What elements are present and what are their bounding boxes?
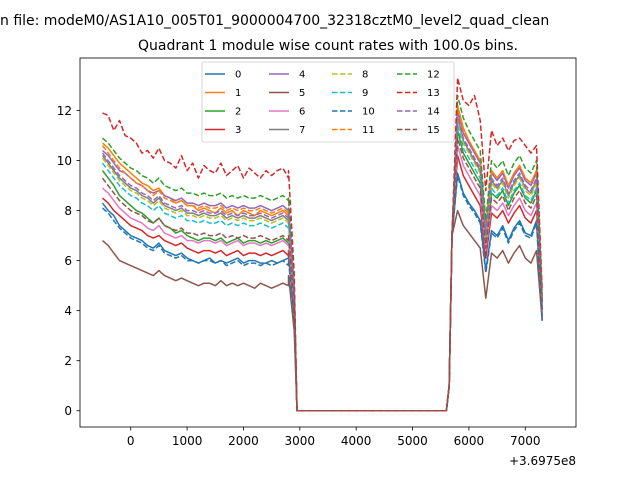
series-line-15 xyxy=(101,137,543,412)
x-tick-label: 6000 xyxy=(454,434,485,448)
legend-label-15: 15 xyxy=(427,125,440,136)
y-tick-label: 6 xyxy=(64,254,72,268)
series-layer xyxy=(101,77,543,412)
x-tick-label: 4000 xyxy=(341,434,372,448)
series-line-14 xyxy=(101,114,543,412)
x-tick-label: 3000 xyxy=(285,434,316,448)
legend-label-7: 7 xyxy=(299,125,305,136)
y-tick-label: 0 xyxy=(64,404,72,418)
legend-label-5: 5 xyxy=(299,88,305,99)
legend-label-4: 4 xyxy=(299,70,305,81)
series-line-10 xyxy=(102,174,543,412)
legend-label-0: 0 xyxy=(235,70,241,81)
legend-label-9: 9 xyxy=(362,88,368,99)
legend-label-8: 8 xyxy=(362,70,368,81)
legend-label-14: 14 xyxy=(427,107,440,118)
legend-label-13: 13 xyxy=(427,88,440,99)
series-line-13 xyxy=(102,77,543,412)
x-tick-label: 7000 xyxy=(510,434,541,448)
figure-suptitle: n file: modeM0/AS1A10_005T01_9000004700_… xyxy=(0,13,549,29)
y-tick-label: 10 xyxy=(57,154,72,168)
series-line-8 xyxy=(101,119,543,412)
plot-frame xyxy=(79,57,577,428)
series-line-12 xyxy=(102,94,543,412)
legend-label-11: 11 xyxy=(362,125,375,136)
x-tick-label: 5000 xyxy=(397,434,428,448)
y-tick-label: 12 xyxy=(57,104,72,118)
series-line-6 xyxy=(102,144,543,412)
legend-label-6: 6 xyxy=(299,107,305,118)
x-tick-label: 2000 xyxy=(228,434,259,448)
y-tick-label: 8 xyxy=(64,204,72,218)
legend-label-3: 3 xyxy=(235,125,241,136)
series-line-5 xyxy=(102,209,543,412)
x-tick-label: 1000 xyxy=(172,434,203,448)
series-line-3 xyxy=(102,154,543,412)
series-line-0 xyxy=(101,172,543,412)
x-axis-offset-label: +3.6975e8 xyxy=(509,454,576,468)
legend-label-1: 1 xyxy=(235,88,241,99)
y-tick-label: 4 xyxy=(64,304,72,318)
legend-frame xyxy=(201,61,455,143)
y-tick-label: 2 xyxy=(64,354,72,368)
chart-title: Quadrant 1 module wise count rates with … xyxy=(138,38,518,54)
series-line-9 xyxy=(101,124,543,412)
x-tick-label: 0 xyxy=(127,434,135,448)
legend-label-2: 2 xyxy=(235,107,241,118)
series-line-1 xyxy=(102,104,543,412)
series-line-4 xyxy=(102,109,543,412)
legend-label-10: 10 xyxy=(362,107,375,118)
legend-label-12: 12 xyxy=(427,70,440,81)
series-line-11 xyxy=(101,107,543,412)
